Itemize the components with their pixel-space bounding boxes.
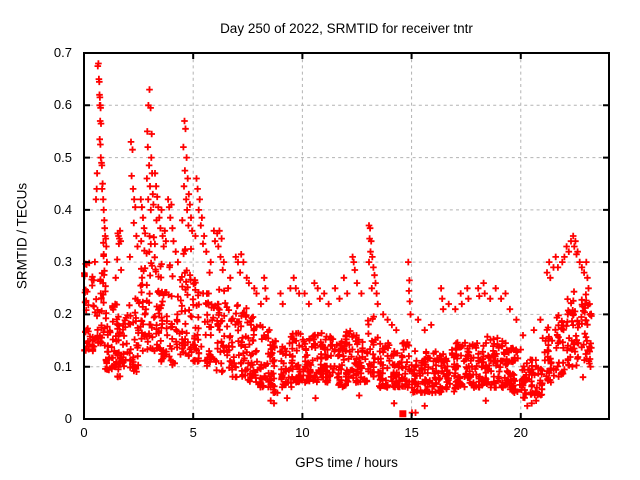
scatter-plus-markers — [81, 60, 595, 416]
x-tick-label: 5 — [189, 425, 197, 440]
x-axis-label: GPS time / hours — [295, 455, 398, 470]
y-tick-label: 0.3 — [53, 254, 72, 270]
y-tick-label: 0.7 — [53, 45, 72, 60]
y-tick-label: 0.2 — [53, 306, 72, 322]
y-tick-label: 0.5 — [53, 149, 72, 165]
plot-border — [83, 52, 610, 420]
x-tick-label: 0 — [80, 425, 88, 440]
x-tick-label: 15 — [404, 425, 419, 440]
y-tick-label: 0.6 — [53, 97, 72, 113]
y-tick-label: 0.4 — [53, 201, 72, 217]
x-tick-label: 20 — [513, 425, 528, 440]
y-tick-label: 0.1 — [53, 358, 72, 374]
x-tick-label: 10 — [295, 425, 310, 440]
y-tick-label: 0 — [64, 411, 72, 426]
grid-lines — [84, 53, 609, 419]
flagged-square-marker — [399, 410, 407, 418]
chart-title: Day 250 of 2022, SRMTID for receiver tnt… — [220, 21, 473, 36]
